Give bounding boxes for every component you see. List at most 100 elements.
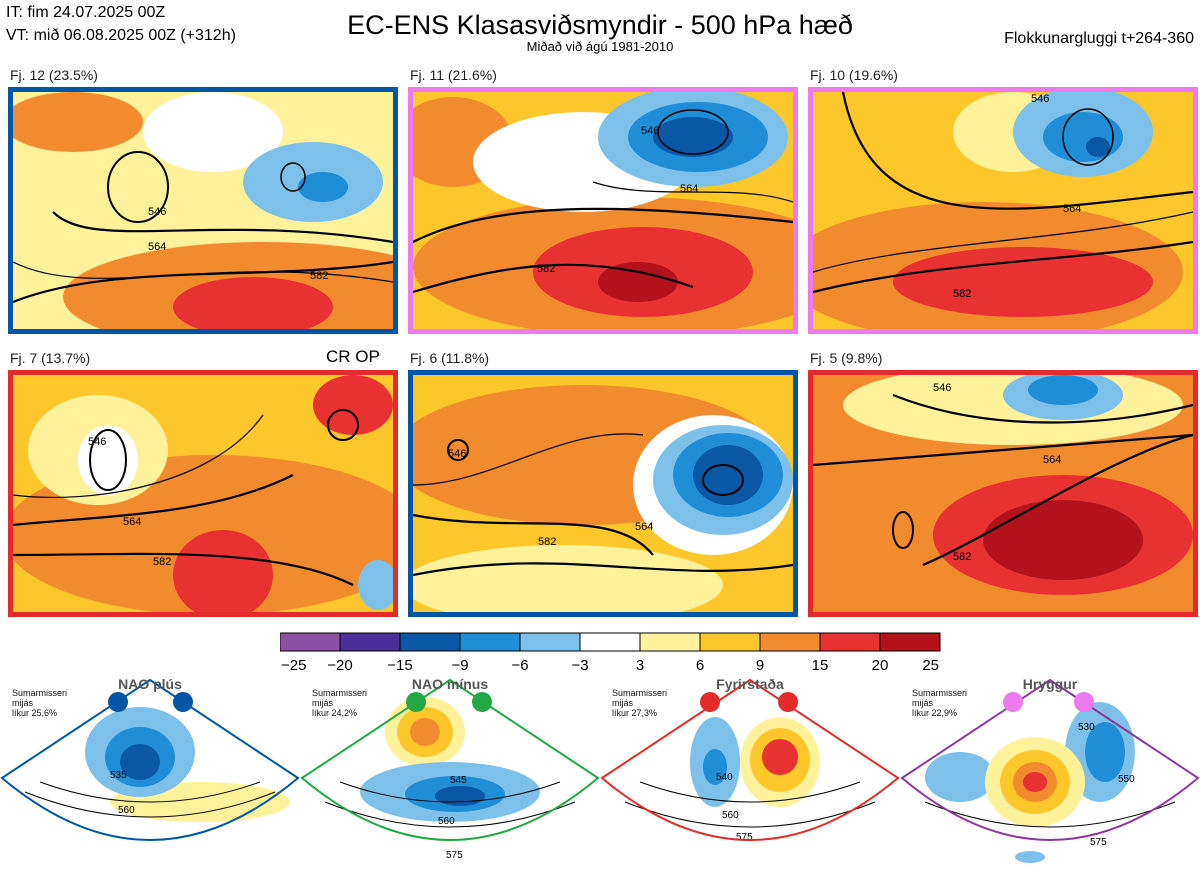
regime-title: NAO plús — [118, 676, 182, 692]
regime-anomaly — [1023, 772, 1047, 792]
anomaly-hot — [313, 375, 393, 435]
colorbar-swatch — [459, 632, 521, 652]
valid-time: VT: mið 06.08.2025 00Z (+312h) — [6, 27, 236, 44]
colorbar-tick-label: −6 — [511, 657, 528, 672]
anomaly-hot — [173, 277, 333, 329]
regime-contour — [339, 781, 561, 803]
height-contour — [413, 207, 793, 243]
colorbar-swatch — [819, 632, 881, 652]
cluster-map-10: 546 564 582 — [808, 87, 1198, 334]
height-contour — [841, 92, 1193, 210]
regime-title: Fyrirstaða — [716, 676, 784, 692]
anomaly-neutral — [78, 425, 138, 495]
regime-season: Sumarmisseri — [12, 688, 68, 698]
regime-frame — [0, 678, 300, 841]
regime-contour — [39, 781, 261, 803]
low-center — [89, 429, 127, 491]
regime-contour-label: 550 — [1118, 774, 1135, 785]
height-contour — [922, 433, 1193, 567]
regime-marker — [173, 692, 193, 712]
contour-label: 546 — [933, 382, 951, 394]
regime-marker — [108, 692, 128, 712]
low-center — [657, 109, 729, 155]
cluster-map-5: 546 564 582 — [808, 370, 1198, 617]
cluster-map-7: 546 564 582 — [8, 370, 398, 617]
low-center — [107, 151, 169, 223]
panel-label-5: Fj. 6 (11.8%) — [410, 350, 490, 366]
contour-label: 582 — [953, 288, 971, 300]
regime-nao-minus: 545 560 575 NAO mínus Sumarmisseri mijás l… — [300, 672, 600, 871]
colorbar-swatch — [759, 632, 821, 652]
cluster-map-11: 546 564 582 — [408, 87, 798, 334]
regime-frame — [900, 678, 1200, 841]
colorbar-tick-label: 25 — [922, 657, 939, 672]
contour-label: 582 — [537, 263, 555, 275]
regime-contour — [24, 791, 276, 818]
regime-contour-label: 530 — [1078, 722, 1095, 733]
regime-contour-label: 575 — [1090, 837, 1107, 848]
colorbar-swatch — [579, 632, 641, 652]
contour-label: 546 — [148, 206, 166, 218]
colorbar-tick-label: −20 — [327, 657, 352, 672]
high-center — [327, 409, 359, 441]
low-center — [280, 162, 306, 192]
colorbar-tick-label: 9 — [756, 657, 764, 672]
anomaly-colder — [1043, 112, 1123, 162]
regime-contour — [624, 801, 876, 828]
regime-season: Sumarmisseri — [312, 688, 368, 698]
regime-marker — [1003, 692, 1023, 712]
cluster-map-6: 546 564 582 — [408, 370, 798, 617]
contour-label: 546 — [88, 436, 106, 448]
regime-frame — [300, 678, 600, 841]
regime-mean: mijás — [312, 698, 334, 708]
regime-anomaly — [703, 749, 727, 785]
anomaly-coldest — [1086, 137, 1110, 157]
regime-season: Sumarmisseri — [912, 688, 968, 698]
regime-anomaly — [435, 786, 485, 806]
regime-meta: Sumarmisseri mijás líkur 24,2% — [312, 688, 367, 718]
height-contour — [413, 513, 654, 556]
height-contour — [813, 433, 1193, 467]
regime-contour-label: 560 — [722, 810, 739, 821]
colorbar-tick-label: 6 — [696, 657, 704, 672]
regime-prob: líkur 22,9% — [912, 708, 958, 718]
regime-mean: mijás — [912, 698, 934, 708]
anomaly-colorbar: −25 −20 −15 −9 −6 −3 3 6 9 15 20 25 — [279, 632, 960, 677]
regime-anomaly — [1015, 851, 1045, 863]
height-contour — [13, 552, 354, 586]
colorbar-swatch — [339, 632, 401, 652]
anomaly-warm — [413, 545, 723, 612]
regime-marker — [778, 692, 798, 712]
anomaly-coldest — [653, 117, 733, 157]
contour-label: 582 — [310, 270, 328, 282]
colorbar-tick-label: 3 — [636, 657, 644, 672]
colorbar-swatch — [399, 632, 461, 652]
height-contour — [413, 263, 694, 294]
regime-contour-label: 540 — [716, 772, 733, 783]
cluster-map-12: 546 564 582 — [8, 87, 398, 334]
colorbar-tick-label: 15 — [812, 657, 829, 672]
regime-marker — [1074, 692, 1094, 712]
colorbar-tick-label: −15 — [387, 657, 412, 672]
contour-label: 582 — [538, 536, 556, 548]
regime-mean: mijás — [612, 698, 634, 708]
regime-meta: Sumarmisseri mijás líkur 27,3% — [612, 688, 667, 718]
height-contour — [592, 181, 793, 203]
panel-label-6: Fj. 5 (9.8%) — [810, 350, 883, 366]
anomaly-hot — [893, 247, 1153, 317]
anomaly-coldest — [693, 445, 763, 505]
regime-contour-label: 560 — [118, 805, 135, 816]
height-contour — [13, 261, 393, 283]
colorbar-swatch — [699, 632, 761, 652]
regime-contour-label: 560 — [438, 816, 455, 827]
contour-label: 546 — [1031, 93, 1049, 105]
contour-label: 564 — [1063, 203, 1081, 215]
page-subtitle: Miðað við ágú 1981-2010 — [526, 39, 674, 54]
regime-prob: líkur 25,6% — [12, 708, 58, 718]
page-title: EC-ENS Klasasviðsmyndir - 500 hPa hæð — [347, 10, 853, 40]
regime-anomaly — [925, 752, 995, 802]
height-contour — [892, 393, 1193, 424]
regime-marker — [472, 692, 492, 712]
regime-meta: Sumarmisseri mijás líkur 22,9% — [912, 688, 967, 718]
colorbar-swatch — [519, 632, 581, 652]
